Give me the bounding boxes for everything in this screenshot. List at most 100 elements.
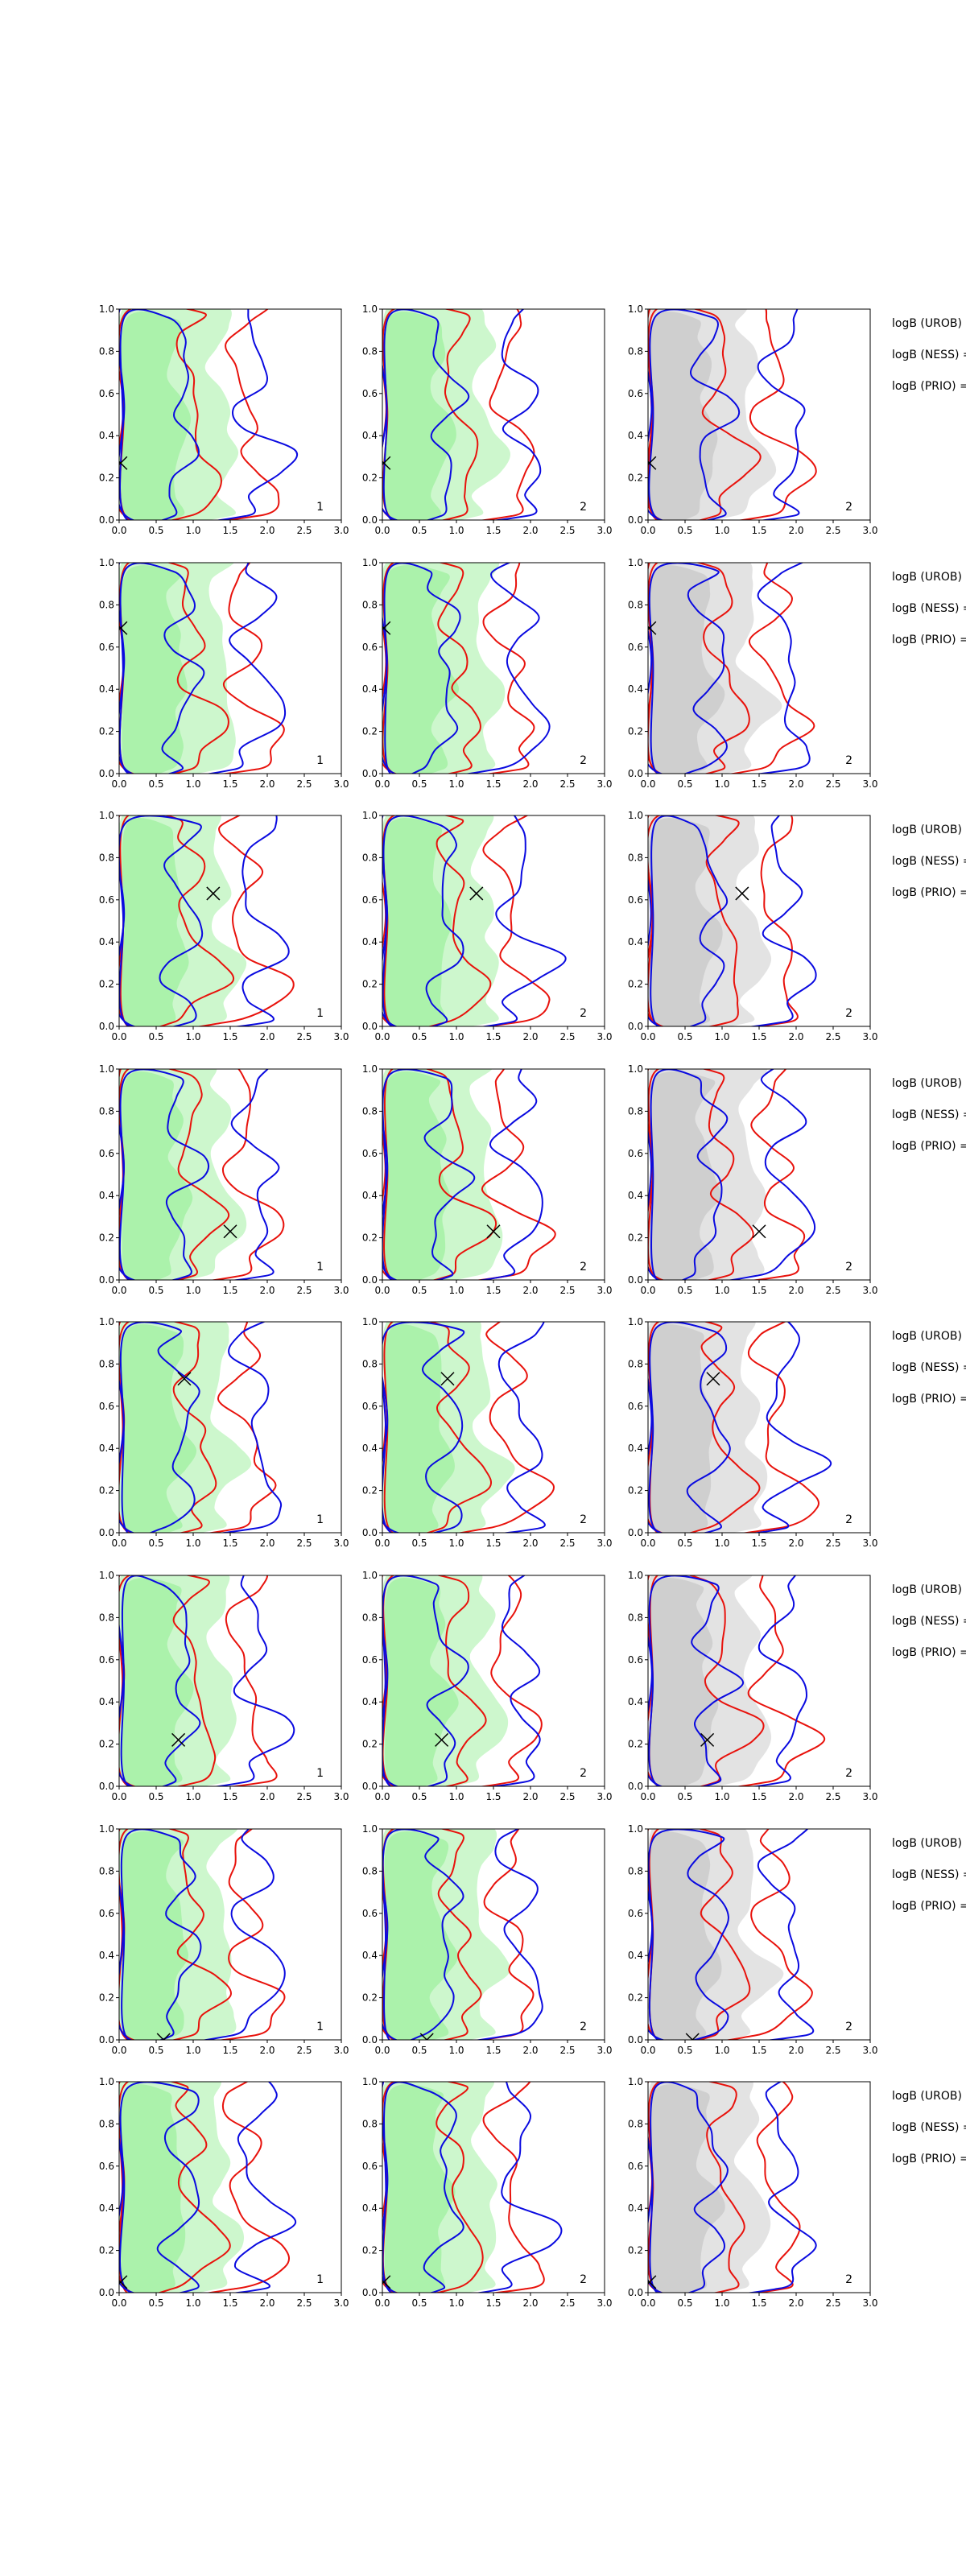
y-tick-label: 0.8 <box>362 599 378 610</box>
x-tick-label: 0.5 <box>677 525 692 536</box>
blue-contour-outer <box>648 815 817 1026</box>
true-value-marker <box>435 1732 449 1747</box>
x-tick-label: 2.5 <box>825 525 840 536</box>
y-tick-label: 0.6 <box>362 1401 378 1412</box>
side-label: logB (NESS) = <box>892 1615 966 1628</box>
y-tick-label: 0.0 <box>628 1527 643 1538</box>
blue-contour-outer <box>648 1829 815 2040</box>
red-contour-outer <box>382 815 551 1026</box>
panel-note: 1 <box>316 501 324 514</box>
panel-note: 2 <box>845 1261 852 1274</box>
x-tick-label: 1.5 <box>751 2045 766 2056</box>
panel-note: 1 <box>316 1767 324 1780</box>
inner-fill-region <box>648 1071 721 1280</box>
x-tick-label: 2.5 <box>296 1538 312 1549</box>
y-tick-label: 0.4 <box>362 683 378 695</box>
x-tick-label: 2.5 <box>559 1285 575 1296</box>
y-tick-label: 0.4 <box>362 1950 378 1961</box>
x-tick-label: 0.5 <box>677 1031 692 1042</box>
panel-note: 1 <box>316 1513 324 1526</box>
x-tick-label: 0.0 <box>640 778 655 790</box>
panel-r3-c1: 0.0 0.5 1.0 1.5 2.0 2.5 3.0 0.0 0.2 0.4 0.6 0.8 1.0 1 <box>99 810 349 1042</box>
x-tick-label: 0.5 <box>411 1791 427 1802</box>
side-label: logB (PRIO) = <box>892 1646 966 1659</box>
inner-fill-region <box>122 1071 193 1280</box>
y-tick-label: 0.6 <box>362 388 378 399</box>
true-value-marker <box>382 2275 391 2289</box>
side-label: logB (UROB) = <box>892 1837 966 1850</box>
y-tick-label: 0.2 <box>628 2245 643 2256</box>
true-value-marker <box>382 456 391 470</box>
y-tick-label: 0.0 <box>628 1274 643 1286</box>
y-tick-label: 0.4 <box>362 1696 378 1707</box>
x-tick-label: 3.0 <box>862 1285 877 1296</box>
x-tick-label: 2.5 <box>296 1791 312 1802</box>
y-tick-label: 0.4 <box>628 1190 643 1201</box>
x-tick-label: 1.0 <box>185 1031 200 1042</box>
panel-r8-c3: 0.0 0.5 1.0 1.5 2.0 2.5 3.0 0.0 0.2 0.4 0.6 0.8 1.0 2 <box>628 2076 878 2309</box>
x-tick-label: 1.0 <box>185 2297 200 2309</box>
x-tick-label: 2.5 <box>559 1031 575 1042</box>
x-tick-label: 1.5 <box>222 1538 237 1549</box>
x-tick-label: 0.5 <box>411 2297 427 2309</box>
y-tick-label: 0.4 <box>362 2202 378 2214</box>
y-tick-label: 0.2 <box>628 979 643 990</box>
panel-r7-c3: 0.0 0.5 1.0 1.5 2.0 2.5 3.0 0.0 0.2 0.4 0.6 0.8 1.0 2 <box>628 1823 878 2056</box>
blue-contour-outer <box>382 1829 543 2040</box>
x-tick-label: 2.0 <box>522 525 538 536</box>
x-tick-label: 2.5 <box>559 2297 575 2309</box>
x-tick-label: 0.0 <box>111 1791 126 1802</box>
red-contour-outer <box>648 1575 826 1786</box>
x-tick-label: 1.5 <box>222 2297 237 2309</box>
x-tick-label: 0.0 <box>640 2297 655 2309</box>
x-tick-label: 2.5 <box>559 2045 575 2056</box>
blue-contour-outer <box>119 2082 296 2293</box>
panel-note: 1 <box>316 2021 324 2033</box>
y-tick-label: 0.0 <box>362 1021 378 1032</box>
y-tick-label: 0.6 <box>99 1908 114 1919</box>
x-tick-label: 3.0 <box>597 1031 612 1042</box>
blue-contour-inner <box>648 309 741 520</box>
x-tick-label: 1.0 <box>185 1285 200 1296</box>
blue-contour-inner <box>119 309 200 520</box>
x-tick-label: 3.0 <box>597 778 612 790</box>
side-label: logB (PRIO) = <box>892 1900 966 1913</box>
x-tick-label: 2.0 <box>259 1031 275 1042</box>
x-tick-label: 0.0 <box>374 2297 390 2309</box>
y-tick-label: 0.8 <box>99 599 114 610</box>
inner-fill-region <box>384 1324 455 1533</box>
panel-note: 2 <box>845 2021 852 2033</box>
x-tick-label: 1.0 <box>714 525 729 536</box>
x-tick-label: 0.0 <box>374 1538 390 1549</box>
y-tick-label: 0.0 <box>99 2034 114 2046</box>
x-tick-label: 1.5 <box>485 2045 501 2056</box>
red-contour-inner <box>119 1829 232 2040</box>
x-tick-label: 2.0 <box>259 2045 275 2056</box>
y-tick-label: 0.4 <box>362 1190 378 1201</box>
x-tick-label: 2.0 <box>788 1285 803 1296</box>
side-label: logB (UROB) = <box>892 1077 966 1090</box>
x-tick-label: 2.5 <box>559 1538 575 1549</box>
y-tick-label: 0.2 <box>99 2245 114 2256</box>
y-tick-label: 0.2 <box>628 1992 643 2004</box>
true-value-marker <box>177 1372 192 1386</box>
x-tick-label: 2.5 <box>825 2297 840 2309</box>
y-tick-label: 1.0 <box>628 1823 643 1835</box>
x-tick-label: 1.5 <box>222 2045 237 2056</box>
blue-contour-outer <box>382 815 567 1026</box>
x-tick-label: 3.0 <box>333 778 349 790</box>
y-tick-label: 0.6 <box>362 1654 378 1666</box>
panel-note: 2 <box>580 754 587 767</box>
y-tick-label: 0.8 <box>362 1105 378 1117</box>
x-tick-label: 2.0 <box>522 778 538 790</box>
y-tick-label: 0.4 <box>628 430 643 441</box>
y-tick-label: 0.8 <box>628 1358 643 1369</box>
y-tick-label: 0.2 <box>99 1232 114 1244</box>
y-tick-label: 0.6 <box>362 894 378 906</box>
side-label: logB (NESS) = <box>892 1361 966 1374</box>
side-label: logB (PRIO) = <box>892 634 966 646</box>
panel-note: 1 <box>316 1007 324 1020</box>
true-value-marker <box>648 456 657 470</box>
y-tick-label: 0.6 <box>362 2161 378 2172</box>
y-tick-label: 0.2 <box>362 1739 378 1750</box>
